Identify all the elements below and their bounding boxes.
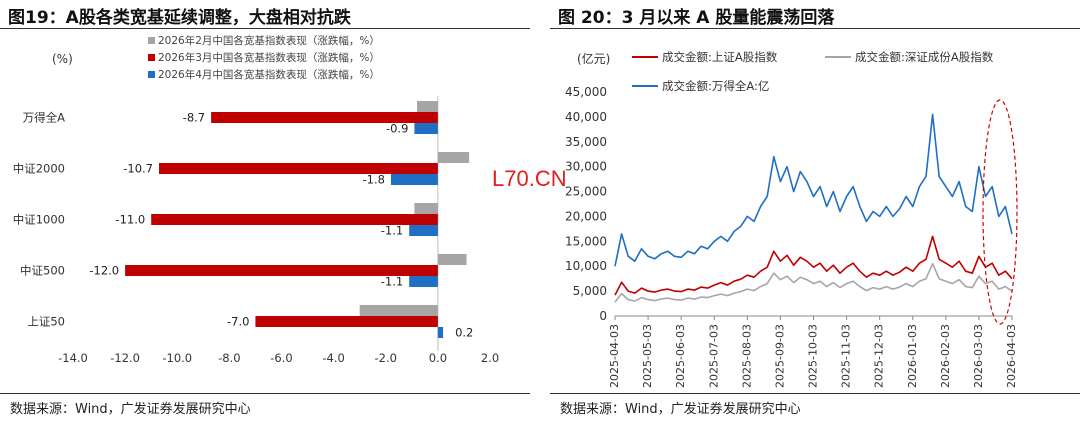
bar [151,214,438,225]
y-tick-label: 40,000 [565,110,607,124]
x-tick-label: 2025-07-03 [707,324,720,388]
y-tick-label: 5,000 [573,284,607,298]
y-tick-label: 45,000 [565,85,607,99]
x-tick-label: -8.0 [218,351,240,365]
bar [417,101,438,112]
x-tick-label: 2025-08-03 [740,324,753,388]
y-tick-label: 35,000 [565,135,607,149]
legend-label-3: 2026年4月中国各宽基指数表现（涨跌幅，%） [158,68,380,81]
x-tick-label: 2025-12-03 [873,324,886,388]
bar-data-label: -11.0 [115,213,145,227]
right-chart-title: 图 20：3 月以来 A 股量能震荡回落 [558,8,835,28]
bar-data-label: -1.1 [381,275,403,289]
bar-data-label: -12.0 [89,264,119,278]
legend-label-3: 成交金额:万得全A:亿 [662,79,769,93]
x-tick-label: 2026-01-03 [906,324,919,388]
x-tick-label: -4.0 [322,351,344,365]
bar-data-label: -0.9 [386,122,408,136]
x-tick-label: -14.0 [58,351,88,365]
left-title-rule [0,28,530,29]
x-tick-label: -2.0 [375,351,397,365]
y-tick-label: 25,000 [565,185,607,199]
legend-label-1: 成交金额:上证A股指数 [662,50,778,64]
bar [359,305,438,316]
x-tick-label: 2025-11-03 [840,324,853,388]
x-tick-label: -6.0 [270,351,292,365]
bar-chart: (%) 2026年2月中国各宽基指数表现（涨跌幅，%） 2026年3月中国各宽基指数… [13,34,499,365]
bar-data-label: 0.2 [455,326,473,340]
bar [437,254,467,265]
y-tick-label: 0 [599,309,607,323]
x-tick-label: 2026-02-03 [939,324,952,388]
legend-label-2: 成交金额:深证成份A股指数 [855,50,994,64]
bar [437,152,470,163]
bar [437,327,444,338]
category-label: 中证2000 [13,162,65,176]
bar-data-label: -8.7 [183,111,205,125]
y-tick-label: 20,000 [565,209,607,223]
bar [125,265,438,276]
bar [211,112,438,123]
series-line-2 [614,235,1013,296]
bar [409,276,438,287]
category-label: 中证1000 [13,213,65,227]
category-label: 中证500 [20,264,65,278]
x-tick-label: 2025-06-03 [674,324,687,388]
bar-data-label: -1.8 [363,173,385,187]
bar [414,123,438,134]
bar [390,174,438,185]
x-tick-label: 2026-03-03 [972,324,985,388]
y-tick-label: 30,000 [565,160,607,174]
legend-label-1: 2026年2月中国各宽基指数表现（涨跌幅，%） [158,34,380,47]
watermark-text: L70.CN [492,166,567,191]
bar-data-label: -10.7 [123,162,153,176]
bar [255,316,438,327]
right-chart-panel: 图 20：3 月以来 A 股量能震荡回落 (亿元) 成交金额:上证A股指数 成交金额… [550,0,1080,421]
x-tick-label: 0.0 [429,351,447,365]
legend-swatch-2 [148,54,155,61]
x-tick-label: -12.0 [110,351,140,365]
left-chart-source: 数据来源：Wind，广发证券发展研究中心 [10,402,251,417]
x-tick-label: 2025-09-03 [773,324,786,388]
x-tick-label: 2025-10-03 [807,324,820,388]
bar [159,163,438,174]
bar [414,203,438,214]
category-label: 上证50 [27,315,65,329]
legend-label-2: 2026年3月中国各宽基指数表现（涨跌幅，%） [158,51,380,64]
x-tick-label: 2025-05-03 [641,324,654,388]
y-tick-label: 15,000 [565,234,607,248]
series-line-1 [614,113,1013,267]
left-chart-title: 图19：A股各类宽基延续调整，大盘相对抗跌 [8,8,351,28]
series-line-3 [614,262,1013,303]
left-chart-panel: 图19：A股各类宽基延续调整，大盘相对抗跌 (%) 2026年2月中国各宽基指数表… [0,0,530,421]
right-title-rule [550,28,1080,29]
bar-unit-label: (%) [52,52,73,66]
right-source-rule [550,393,1080,394]
left-source-rule [0,393,530,394]
bar [409,225,438,236]
bar-data-label: -7.0 [227,315,249,329]
category-label: 万得全A [23,111,65,125]
y-tick-label: 10,000 [565,259,607,273]
legend-swatch-3 [148,71,155,78]
line-unit-label: (亿元) [577,51,610,66]
x-tick-label: -10.0 [162,351,192,365]
x-tick-label: 2025-04-03 [608,324,621,388]
x-tick-label: 2026-04-03 [1005,324,1018,388]
bar-data-label: -1.1 [381,224,403,238]
legend-swatch-1 [148,37,155,44]
x-tick-label: 2.0 [481,351,499,365]
highlight-ellipse [982,99,1018,325]
right-chart-source: 数据来源：Wind，广发证券发展研究中心 [560,402,801,417]
